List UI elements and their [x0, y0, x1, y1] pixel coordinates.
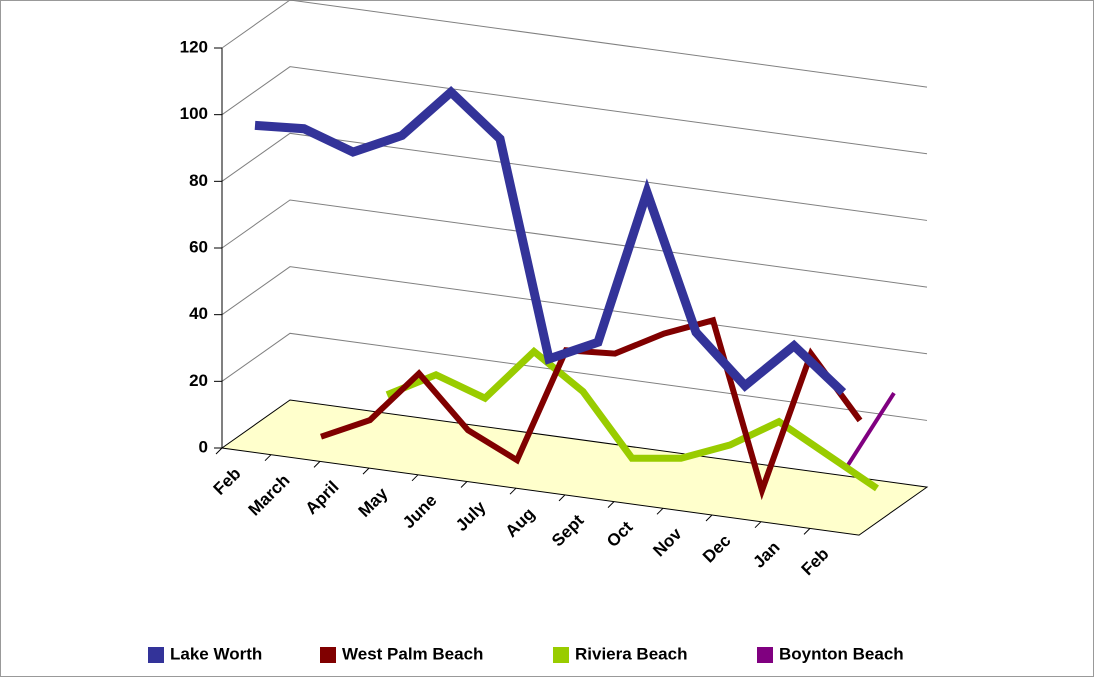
legend-swatch: [757, 647, 773, 663]
legend-label: West Palm Beach: [342, 644, 483, 663]
series-line: [385, 346, 879, 492]
x-tick: [313, 461, 321, 468]
x-tick: [607, 501, 615, 508]
legend-swatch: [553, 647, 569, 663]
x-tick: [411, 474, 419, 482]
legend-label: Boynton Beach: [779, 644, 904, 663]
x-tick: [803, 528, 811, 535]
grid-line: [221, 332, 928, 421]
x-tick: [509, 487, 517, 495]
legend-label: Riviera Beach: [575, 644, 687, 663]
grid-line: [221, 66, 928, 155]
grid-line: [221, 199, 928, 288]
x-tick: [215, 447, 223, 455]
series-line: [320, 316, 863, 501]
grid-line: [221, 132, 928, 221]
y-tick-label: 60: [189, 237, 208, 256]
y-tick-label: 80: [189, 171, 208, 190]
y-tick-label: 120: [180, 37, 208, 56]
x-tick: [264, 454, 272, 462]
y-tick-label: 100: [180, 104, 208, 123]
x-tick: [656, 507, 664, 515]
y-tick-label: 40: [189, 304, 208, 323]
legend-swatch: [320, 647, 336, 663]
legend-label: Lake Worth: [170, 644, 262, 663]
y-tick-label: 20: [189, 371, 208, 390]
floor: [220, 399, 929, 536]
grid-line: [221, 0, 928, 88]
x-tick: [362, 467, 370, 475]
x-tick: [754, 521, 762, 529]
series-line: [254, 86, 847, 396]
legend-swatch: [148, 647, 164, 663]
x-tick: [558, 494, 566, 502]
x-tick: [460, 481, 468, 488]
y-tick-label: 0: [199, 437, 208, 456]
x-tick: [705, 514, 713, 522]
series-line: [843, 392, 896, 471]
